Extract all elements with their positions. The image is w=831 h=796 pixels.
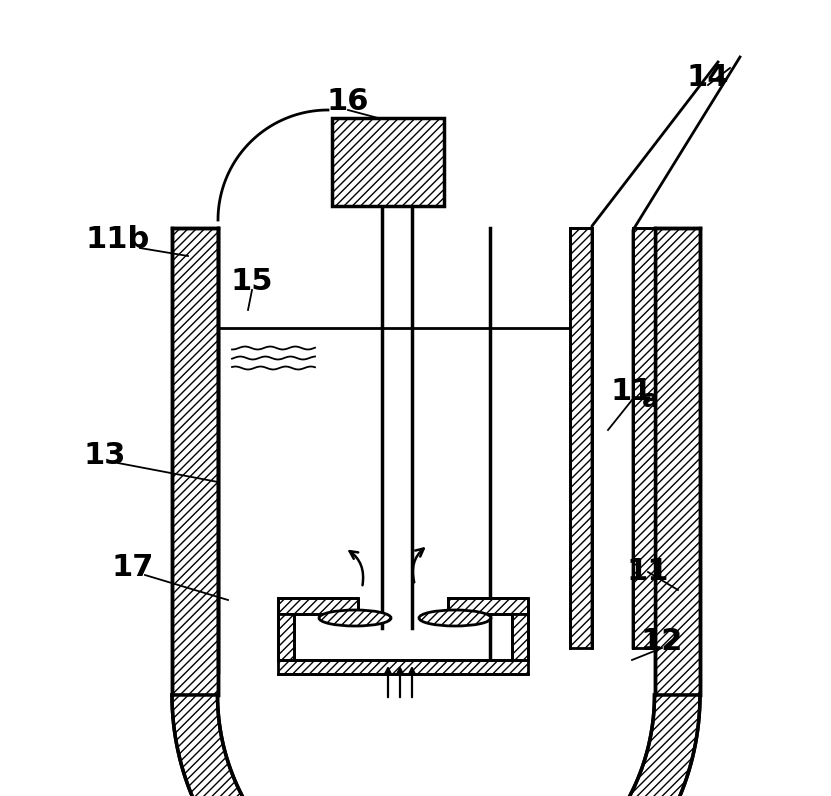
Bar xyxy=(448,598,528,614)
Bar xyxy=(332,118,444,206)
Text: a: a xyxy=(642,388,658,412)
Bar xyxy=(278,660,528,674)
Ellipse shape xyxy=(419,610,491,626)
Polygon shape xyxy=(172,695,700,796)
Ellipse shape xyxy=(319,610,391,626)
Text: 11: 11 xyxy=(627,557,669,587)
Text: 15: 15 xyxy=(231,267,273,296)
Text: 13: 13 xyxy=(84,440,126,470)
Bar xyxy=(633,228,655,648)
Text: 11: 11 xyxy=(611,377,653,407)
Bar xyxy=(655,228,700,695)
Text: 12: 12 xyxy=(641,627,683,657)
Bar xyxy=(278,598,358,614)
Text: 14: 14 xyxy=(686,64,730,92)
Bar xyxy=(278,614,294,660)
Bar xyxy=(570,228,592,648)
Text: 16: 16 xyxy=(327,88,369,116)
Bar xyxy=(172,228,218,695)
Text: 11b: 11b xyxy=(86,225,150,255)
Bar xyxy=(512,614,528,660)
Text: 17: 17 xyxy=(112,553,155,583)
